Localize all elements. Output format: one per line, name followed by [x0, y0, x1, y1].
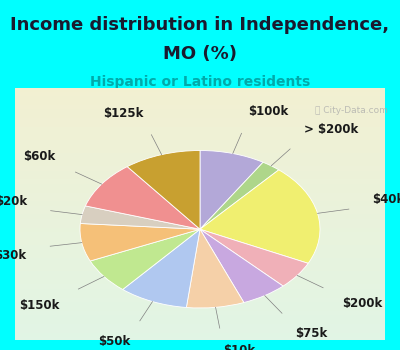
Bar [0, 232, 400, 236]
Bar [0, 171, 400, 175]
Bar [0, 241, 400, 245]
Bar [0, 249, 400, 254]
Wedge shape [186, 229, 244, 308]
Bar [0, 262, 400, 267]
Bar [0, 219, 400, 223]
Wedge shape [80, 206, 200, 229]
Text: $200k: $200k [342, 297, 383, 310]
Bar [0, 236, 400, 241]
Bar [0, 206, 400, 210]
Bar [0, 319, 400, 324]
Bar [0, 311, 400, 315]
Bar [0, 88, 15, 350]
Text: $10k: $10k [223, 344, 255, 350]
Bar [0, 118, 400, 122]
Bar [0, 149, 400, 153]
Text: $100k: $100k [248, 105, 288, 118]
Bar [0, 289, 400, 293]
Bar [0, 96, 400, 101]
Wedge shape [90, 229, 200, 289]
Bar [0, 258, 400, 262]
Bar [0, 101, 400, 105]
Bar [0, 201, 400, 206]
Bar [0, 284, 400, 289]
Bar [0, 145, 400, 149]
Bar [0, 346, 400, 350]
Wedge shape [200, 229, 283, 302]
Bar [0, 280, 400, 284]
Text: $30k: $30k [0, 249, 26, 262]
Bar [0, 302, 400, 306]
Bar [0, 158, 400, 162]
Bar [0, 271, 400, 276]
Bar [0, 332, 400, 337]
Bar [0, 153, 400, 158]
Bar [0, 110, 400, 114]
Text: > $200k: > $200k [304, 123, 359, 136]
Bar [0, 340, 400, 350]
Bar [0, 298, 400, 302]
Bar [0, 254, 400, 258]
Text: $60k: $60k [24, 150, 56, 163]
Bar [0, 114, 400, 118]
Bar [0, 197, 400, 201]
Wedge shape [80, 224, 200, 261]
Text: Income distribution in Independence,: Income distribution in Independence, [10, 15, 390, 34]
Bar [0, 210, 400, 214]
Bar [0, 341, 400, 346]
Bar [0, 214, 400, 219]
Wedge shape [200, 170, 320, 263]
Bar [0, 140, 400, 144]
Bar [0, 293, 400, 298]
Bar [0, 328, 400, 332]
Text: ⓘ City-Data.com: ⓘ City-Data.com [315, 106, 388, 115]
Wedge shape [127, 150, 200, 229]
Bar [0, 337, 400, 341]
Text: $40k: $40k [372, 193, 400, 206]
Bar [0, 228, 400, 232]
Bar [0, 267, 400, 271]
Wedge shape [200, 162, 279, 229]
Wedge shape [123, 229, 200, 308]
Bar [0, 131, 400, 135]
Bar [0, 306, 400, 311]
Bar [0, 179, 400, 184]
Wedge shape [200, 150, 263, 229]
Bar [0, 136, 400, 140]
Bar [385, 88, 400, 350]
Bar [0, 162, 400, 166]
Bar [0, 88, 400, 92]
Bar [0, 223, 400, 228]
Bar [0, 92, 400, 96]
Text: $20k: $20k [0, 195, 27, 208]
Bar [0, 324, 400, 328]
Wedge shape [200, 229, 308, 286]
Bar [0, 315, 400, 319]
Bar [0, 276, 400, 280]
Bar [0, 122, 400, 127]
Text: MO (%): MO (%) [163, 45, 237, 63]
Text: $125k: $125k [103, 107, 144, 120]
Text: $150k: $150k [19, 299, 59, 312]
Bar [0, 166, 400, 171]
Text: Hispanic or Latino residents: Hispanic or Latino residents [90, 75, 310, 89]
Wedge shape [86, 167, 200, 229]
Text: $50k: $50k [98, 335, 130, 348]
Bar [0, 105, 400, 109]
Bar [0, 245, 400, 249]
Bar [0, 188, 400, 193]
Bar [0, 193, 400, 197]
Bar [0, 175, 400, 179]
Text: $75k: $75k [295, 327, 327, 340]
Bar [0, 184, 400, 188]
Bar [0, 127, 400, 131]
